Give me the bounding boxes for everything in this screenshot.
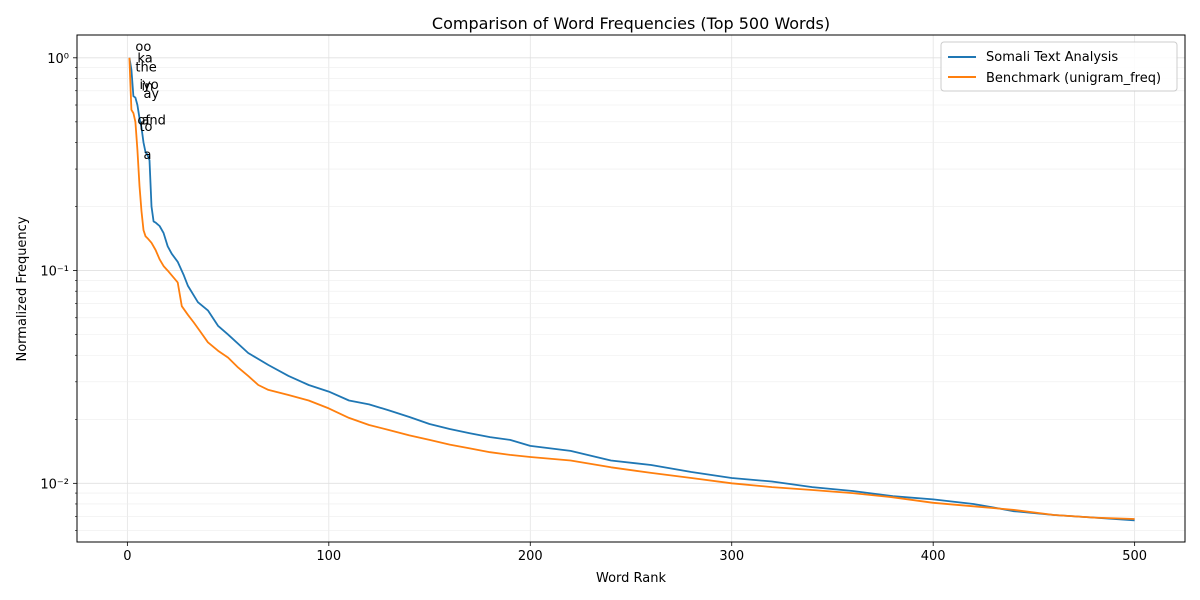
x-tick-label: 100 bbox=[316, 549, 341, 564]
x-tick-label: 500 bbox=[1122, 549, 1147, 564]
plot-lines bbox=[128, 57, 1135, 522]
x-tick-label: 0 bbox=[123, 549, 131, 564]
chart-title: Comparison of Word Frequencies (Top 500 … bbox=[432, 14, 830, 33]
x-tick-label: 200 bbox=[518, 549, 543, 564]
word-annotation: of bbox=[137, 114, 150, 129]
y-tick-label: 10⁰ bbox=[47, 52, 69, 67]
word-annotation: ka bbox=[137, 52, 152, 67]
series-line-somali bbox=[128, 57, 1135, 522]
plot-area-frame bbox=[76, 34, 1186, 543]
y-tick-label: 10⁻² bbox=[40, 477, 69, 492]
word-annotation: to bbox=[139, 120, 152, 135]
word-annotation: and bbox=[141, 114, 165, 129]
word-annotation: in bbox=[141, 80, 153, 95]
word-annotation: ay bbox=[143, 87, 159, 102]
legend-label-benchmark: Benchmark (unigram_freq) bbox=[986, 71, 1161, 86]
legend-box bbox=[940, 41, 1178, 92]
series-line-benchmark bbox=[128, 57, 1135, 520]
x-axis-ticks: 0 100 200 300 400 500 bbox=[123, 542, 1147, 564]
y-tick-label: 10⁻¹ bbox=[40, 265, 69, 280]
word-annotation: iyo bbox=[139, 78, 158, 93]
legend: Somali Text Analysis Benchmark (unigram_… bbox=[940, 41, 1178, 92]
x-tick-label: 400 bbox=[921, 549, 946, 564]
word-annotation: oo bbox=[135, 40, 151, 55]
y-axis-ticks: 10⁻² 10⁻¹ 10⁰ bbox=[40, 52, 77, 531]
x-tick-label: 300 bbox=[719, 549, 744, 564]
word-annotation: a bbox=[143, 148, 151, 163]
x-axis-label: Word Rank bbox=[596, 571, 666, 586]
legend-label-somali: Somali Text Analysis bbox=[986, 50, 1118, 65]
y-axis-label: Normalized Frequency bbox=[15, 216, 30, 361]
word-annotation: the bbox=[135, 60, 156, 75]
